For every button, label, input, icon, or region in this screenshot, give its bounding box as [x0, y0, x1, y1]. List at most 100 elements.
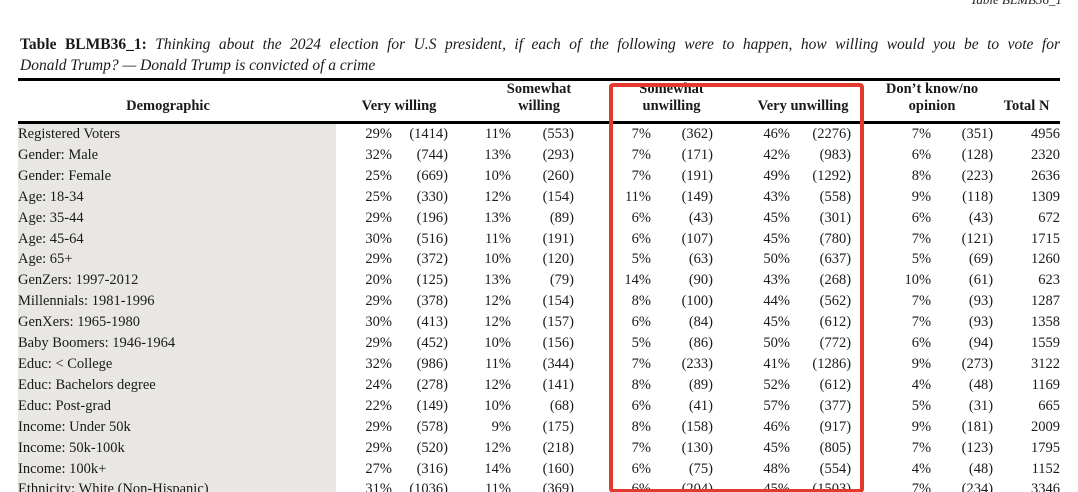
cell-very-willing-n: (578) [416, 418, 449, 435]
cell-very-willing-pct: 29% [365, 251, 392, 268]
header-row: Demographic Very willing Somewhat willin… [18, 79, 1061, 124]
cell-very-unwilling-pct: 44% [763, 293, 791, 310]
cell-somewhat-willing-pct: 13% [484, 272, 512, 289]
cell-somewhat-unwilling-n: (362) [681, 126, 714, 142]
cell-very-unwilling-n: (2276) [812, 126, 852, 142]
cell-very-unwilling-pct: 42% [763, 146, 791, 163]
cell-very-willing-pct: 29% [365, 439, 392, 456]
cell-very-unwilling-pct: 45% [763, 230, 791, 247]
cell-dont-know-n: (93) [968, 314, 994, 331]
cell-somewhat-willing-pct: 13% [484, 146, 512, 163]
cell-total-n: 3346 [1031, 481, 1061, 492]
cell-somewhat-willing-n: (175) [542, 418, 575, 435]
cell-very-willing-n: (669) [416, 167, 449, 184]
cell-somewhat-unwilling-pct: 6% [631, 397, 652, 414]
cell-dont-know-n: (94) [968, 335, 994, 352]
cell-somewhat-willing-n: (191) [542, 230, 575, 247]
cell-very-willing-n: (520) [416, 439, 449, 456]
cell-somewhat-unwilling-n: (233) [681, 355, 714, 372]
cell-very-unwilling-n: (558) [819, 188, 852, 205]
cell-somewhat-willing-n: (260) [542, 167, 575, 184]
table-row: Income: 50k-100k 29% (520) 12% (218) 7% (130) 4… [18, 437, 1061, 459]
cell-total-n: 623 [1038, 272, 1061, 289]
table-row: Educ: Post-grad 22% (149) 10% (68) 6% (41) 57% (… [18, 395, 1060, 417]
cell-somewhat-willing-n: (154) [542, 188, 575, 205]
cell-somewhat-unwilling-n: (158) [681, 418, 714, 435]
cell-somewhat-unwilling-pct: 7% [631, 146, 652, 163]
cell-very-willing-pct: 30% [365, 314, 392, 331]
cell-somewhat-unwilling-pct: 6% [631, 230, 652, 247]
cell-very-willing-pct: 29% [365, 335, 392, 352]
cell-very-unwilling-n: (612) [819, 376, 852, 393]
cell-somewhat-willing-n: (120) [542, 251, 575, 268]
cell-very-willing-n: (452) [416, 335, 449, 352]
cell-somewhat-willing-pct: 11% [484, 126, 512, 142]
cell-very-willing-n: (330) [416, 188, 449, 205]
cell-total-n: 1795 [1031, 439, 1061, 456]
cell-somewhat-unwilling-pct: 7% [631, 167, 652, 184]
cell-somewhat-willing-n: (344) [542, 355, 575, 372]
cell-dont-know-n: (31) [968, 397, 994, 414]
cell-somewhat-unwilling-pct: 8% [631, 376, 652, 393]
cell-very-unwilling-n: (301) [819, 209, 852, 226]
cell-dont-know-n: (123) [961, 439, 994, 456]
cell-very-willing-pct: 20% [365, 272, 392, 289]
cell-dont-know-n: (351) [961, 126, 994, 142]
cell-dont-know-pct: 7% [911, 481, 932, 492]
table-body: Registered Voters 29% (1414) 11% (553) 7% (362… [18, 122, 1061, 492]
cell-very-unwilling-pct: 49% [763, 167, 791, 184]
cell-very-willing-n: (413) [416, 314, 449, 331]
cell-very-unwilling-pct: 50% [763, 251, 791, 268]
cell-very-willing-n: (125) [416, 272, 449, 289]
cell-somewhat-unwilling-n: (63) [688, 251, 714, 268]
cell-dont-know-pct: 6% [911, 146, 932, 163]
cell-dont-know-pct: 8% [911, 167, 932, 184]
cell-very-unwilling-pct: 50% [763, 335, 791, 352]
cell-very-unwilling-pct: 52% [763, 376, 791, 393]
cell-very-unwilling-n: (637) [819, 251, 852, 268]
cell-very-unwilling-n: (554) [819, 460, 852, 477]
cell-very-unwilling-pct: 45% [763, 481, 791, 492]
cell-dont-know-n: (234) [961, 481, 994, 492]
cell-very-willing-pct: 22% [365, 397, 392, 414]
cell-somewhat-unwilling-n: (41) [688, 397, 714, 414]
cell-dont-know-pct: 4% [911, 460, 932, 477]
cell-somewhat-unwilling-n: (90) [688, 272, 714, 289]
table-title: Table BLMB36_1: Thinking about the 2024 … [20, 34, 1060, 76]
table-row: Age: 65+ 29% (372) 10% (120) 5% (63) 50% (637) 5%… [18, 249, 1060, 271]
cell-very-unwilling-pct: 57% [763, 397, 791, 414]
cell-total-n: 2009 [1031, 418, 1061, 435]
table-row: Age: 45-64 30% (516) 11% (191) 6% (107) 45% (780… [18, 228, 1061, 250]
cell-dont-know-pct: 7% [911, 230, 932, 247]
cell-very-unwilling-pct: 46% [763, 418, 791, 435]
row-label: Educ: Post-grad [18, 395, 336, 417]
col-header-somewhat-willing: Somewhat willing [448, 79, 575, 124]
cell-very-willing-pct: 32% [365, 146, 392, 163]
table-row: Age: 18-34 25% (330) 12% (154) 11% (149) 43% (55… [18, 186, 1060, 208]
cell-dont-know-n: (48) [968, 460, 994, 477]
cell-somewhat-unwilling-pct: 7% [631, 439, 652, 456]
cell-somewhat-willing-n: (553) [542, 126, 575, 142]
cell-somewhat-willing-n: (79) [549, 272, 575, 289]
cell-dont-know-n: (181) [961, 418, 994, 435]
cell-somewhat-unwilling-n: (107) [681, 230, 714, 247]
cell-total-n: 1715 [1031, 230, 1061, 247]
cell-total-n: 672 [1038, 209, 1061, 226]
row-label: Gender: Female [18, 165, 336, 187]
cell-dont-know-pct: 6% [911, 335, 932, 352]
col-header-very-unwilling: Very unwilling [713, 79, 852, 124]
cell-somewhat-willing-pct: 14% [484, 460, 512, 477]
cell-very-unwilling-n: (917) [819, 418, 852, 435]
cell-somewhat-willing-pct: 12% [484, 293, 512, 310]
cell-somewhat-willing-pct: 10% [484, 167, 512, 184]
cell-very-unwilling-n: (268) [819, 272, 852, 289]
row-label: Educ: Bachelors degree [18, 374, 336, 396]
cell-somewhat-unwilling-n: (43) [688, 209, 714, 226]
col-header-somewhat-unwilling: Somewhat unwilling [574, 79, 714, 124]
cell-very-willing-n: (372) [416, 251, 449, 268]
cell-somewhat-unwilling-n: (191) [681, 167, 714, 184]
cell-somewhat-willing-pct: 12% [484, 188, 512, 205]
cell-dont-know-n: (273) [961, 355, 994, 372]
cell-somewhat-unwilling-pct: 5% [631, 251, 652, 268]
row-label: GenXers: 1965-1980 [18, 312, 336, 334]
